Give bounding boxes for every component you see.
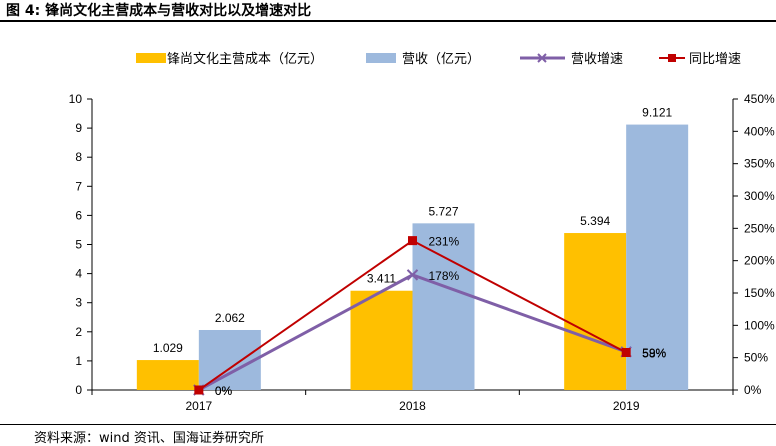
left-axis-tick-label: 3 (75, 296, 82, 310)
bar-data-label: 3.411 (367, 272, 396, 286)
combo-chart: 0123456789100%50%100%150%200%250%300%350… (69, 51, 775, 413)
source-note: 资料来源：wind 资讯、国海证券研究所 (34, 431, 264, 446)
source-rule (0, 424, 776, 425)
line-data-label: 231% (429, 235, 460, 249)
line-data-label: 59% (642, 346, 666, 360)
right-axis-tick-label: 100% (744, 318, 775, 332)
bar-data-label: 9.121 (642, 106, 672, 120)
right-axis-tick-label: 50% (744, 351, 768, 365)
legend-label: 锋尚文化主营成本（亿元） (167, 51, 323, 66)
right-axis-tick-label: 400% (744, 124, 775, 138)
marker-square (194, 385, 204, 395)
legend-marker-square (668, 54, 676, 62)
line-data-label: 178% (429, 269, 460, 283)
bar-data-label: 5.727 (428, 204, 458, 218)
right-axis-tick-label: 350% (744, 157, 775, 171)
left-axis-tick-label: 5 (75, 238, 82, 252)
x-axis-tick-label: 2018 (399, 399, 426, 413)
left-axis-tick-label: 0 (75, 383, 82, 397)
figure-title: 图 4: 锋尚文化主营成本与营收对比以及增速对比 (6, 3, 312, 19)
bar-data-label: 5.394 (580, 214, 610, 228)
left-axis-tick-label: 7 (75, 179, 82, 193)
legend-swatch (136, 53, 166, 63)
right-axis-tick-label: 250% (744, 221, 775, 235)
x-axis-tick-label: 2019 (613, 399, 640, 413)
bar-cost (350, 290, 413, 390)
left-axis-tick-label: 9 (75, 121, 82, 135)
line-data-label: 0% (215, 384, 233, 398)
bar-data-label: 1.029 (153, 341, 183, 355)
left-axis-tick-label: 10 (69, 92, 83, 106)
legend-swatch (366, 53, 396, 63)
bar-revenue (626, 124, 689, 390)
right-axis-tick-label: 300% (744, 189, 775, 203)
left-axis-tick-label: 6 (75, 208, 82, 222)
x-axis-tick-label: 2017 (185, 399, 212, 413)
left-axis-tick-label: 2 (75, 325, 82, 339)
line-data-label: 0% (215, 384, 233, 398)
bar-revenue (198, 329, 261, 390)
left-axis-tick-label: 1 (75, 354, 82, 368)
left-axis-tick-label: 8 (75, 150, 82, 164)
title-rule (0, 20, 776, 22)
right-axis-tick-label: 0% (744, 383, 762, 397)
line-data-label: 58% (642, 346, 666, 360)
bar-revenue (412, 223, 475, 390)
left-axis-tick-label: 4 (75, 267, 82, 281)
marker-x (406, 269, 419, 281)
bar-cost (136, 360, 199, 390)
legend-label: 同比增速 (689, 51, 741, 66)
marker-square (621, 347, 631, 357)
marker-square (408, 236, 417, 246)
legend-label: 营收增速 (571, 51, 623, 66)
right-axis-tick-label: 150% (744, 286, 775, 300)
legend-label: 营收（亿元） (402, 51, 480, 66)
bar-cost (564, 233, 627, 390)
bar-data-label: 2.062 (215, 311, 245, 325)
right-axis-tick-label: 200% (744, 254, 775, 268)
right-axis-tick-label: 450% (744, 92, 775, 106)
legend-marker-x (537, 53, 547, 63)
